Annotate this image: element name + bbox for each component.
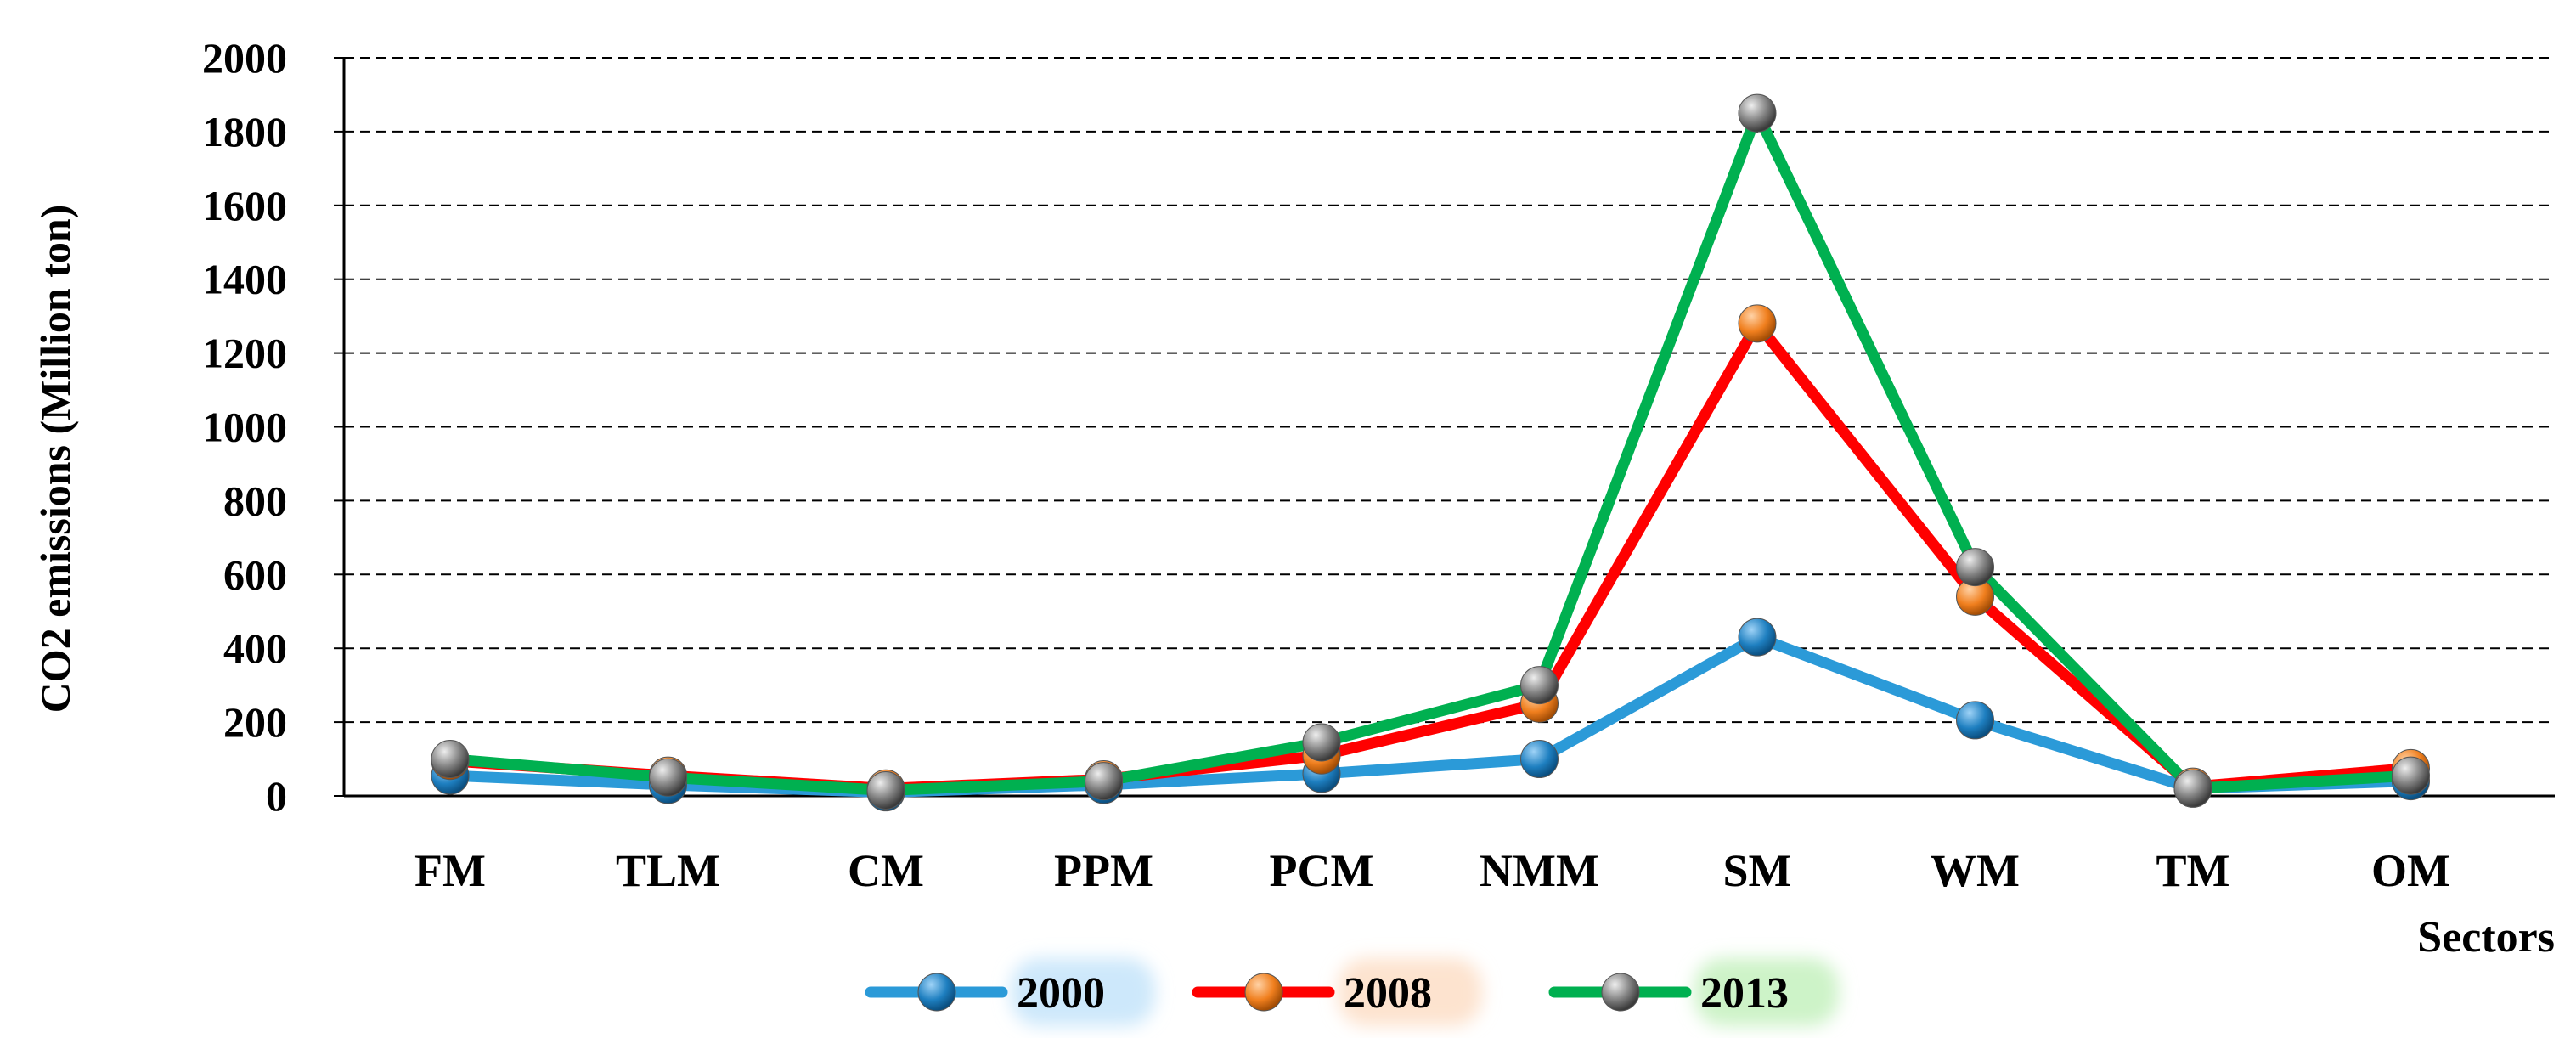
- y-tick-label: 1200: [202, 330, 287, 377]
- x-tick-label: NMM: [1480, 845, 1599, 896]
- data-point: [1956, 548, 1994, 587]
- x-tick-label: WM: [1931, 845, 2020, 896]
- gridlines: [344, 57, 2555, 724]
- y-tick-label: 0: [266, 772, 287, 820]
- y-tick-label: 2000: [202, 34, 287, 82]
- data-point: [2392, 756, 2430, 795]
- legend-marker: [917, 973, 956, 1012]
- series-line: [444, 107, 2416, 796]
- x-axis-ticks: FM TLM CM PPM PCM NMM SM WM TM OM: [414, 845, 2450, 896]
- data-point: [1956, 701, 1994, 740]
- data-point: [649, 758, 687, 797]
- x-tick-label: TM: [2156, 845, 2230, 896]
- legend-highlight: [1694, 958, 1839, 1026]
- series-layer: [431, 93, 2430, 812]
- data-point: [1520, 740, 1559, 779]
- legend-highlight: [1338, 958, 1482, 1026]
- x-tick-label: SM: [1723, 845, 1792, 896]
- legend-item: 2013: [1548, 958, 1839, 1026]
- y-tick-label: 1400: [202, 256, 287, 303]
- data-point: [866, 770, 905, 810]
- legend-marker: [1601, 973, 1640, 1012]
- x-tick-label: CM: [848, 845, 924, 896]
- x-tick-label: FM: [414, 845, 486, 896]
- legend: 2000 2008 2013: [865, 958, 1839, 1026]
- y-tick-label: 600: [223, 550, 287, 598]
- legend-item: 2000: [865, 958, 1155, 1026]
- series-markers-2013: [431, 93, 2430, 810]
- y-tick-label: 400: [223, 624, 287, 672]
- x-tick-label: PPM: [1054, 845, 1153, 896]
- y-axis-ticks: 0 200 400 600 800 1000 1200 1400 1600 1800 2000: [202, 34, 344, 820]
- legend-label: 2000: [1017, 969, 1105, 1018]
- data-point: [1085, 762, 1123, 801]
- legend-label: 2008: [1344, 969, 1432, 1018]
- legend-highlight: [1011, 958, 1155, 1026]
- data-point: [1738, 618, 1777, 657]
- data-point: [1738, 93, 1777, 133]
- x-axis-title: Sectors: [2417, 913, 2555, 962]
- data-point: [2173, 769, 2212, 808]
- y-tick-label: 200: [223, 698, 287, 746]
- data-point: [1302, 723, 1341, 762]
- data-point: [1738, 304, 1777, 343]
- y-tick-label: 800: [223, 477, 287, 524]
- y-tick-label: 1000: [202, 403, 287, 451]
- legend-item: 2008: [1192, 958, 1482, 1026]
- y-tick-label: 1600: [202, 182, 287, 229]
- x-tick-label: TLM: [616, 845, 720, 896]
- legend-marker: [1244, 973, 1283, 1012]
- x-tick-label: OM: [2371, 845, 2450, 896]
- data-point: [431, 740, 470, 779]
- series-2013: [444, 107, 2416, 796]
- data-point: [1520, 666, 1559, 705]
- y-tick-label: 1800: [202, 108, 287, 155]
- legend-label: 2013: [1700, 969, 1789, 1018]
- y-axis-title: CO2 emissions (Million ton): [31, 205, 79, 714]
- x-tick-label: PCM: [1270, 845, 1374, 896]
